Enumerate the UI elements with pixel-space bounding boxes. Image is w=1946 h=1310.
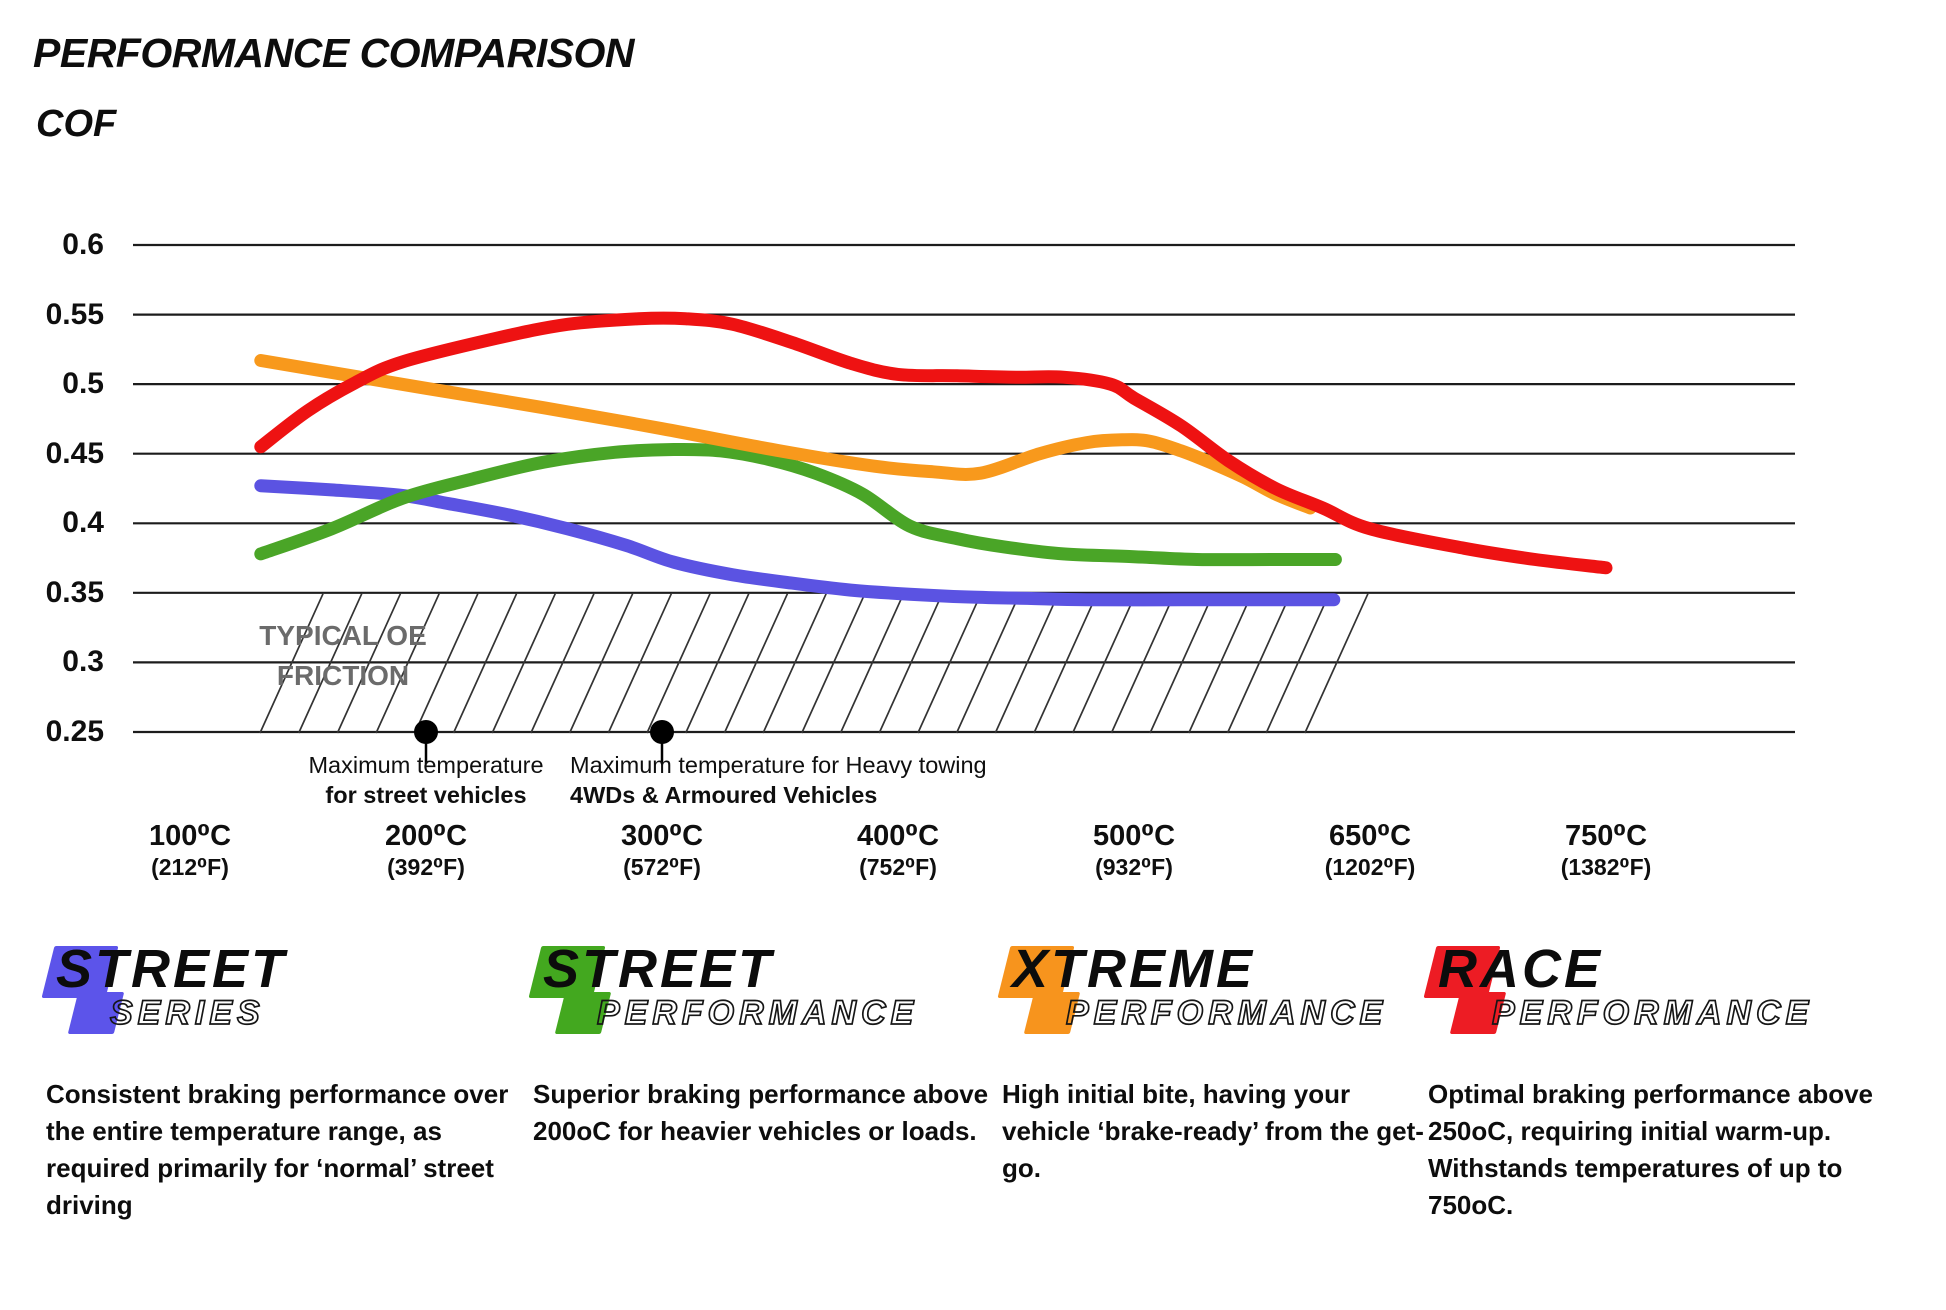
y-tick-label-0.4: 0.4 — [62, 506, 104, 540]
x-tick-fahrenheit: (932⁰F) — [1095, 854, 1173, 880]
y-tick-label-0.35: 0.35 — [45, 575, 104, 609]
logo-word-primary: STREET — [543, 939, 775, 999]
y-tick-label-0.6: 0.6 — [62, 228, 104, 261]
x-tick-celsius: 400⁰C — [856, 820, 940, 852]
x-tick-celsius: 200⁰C — [384, 820, 468, 852]
legend-description-street-series: Consistent braking performance over the … — [46, 1079, 509, 1220]
series-line-street-performance — [254, 442, 1342, 567]
x-tick-label-300: 300⁰C (572⁰F) — [532, 820, 792, 881]
x-tick-celsius: 750⁰C — [1564, 820, 1648, 852]
legend-description-street-performance: Superior braking performance above 200oC… — [533, 1079, 989, 1146]
x-tick-celsius: 100⁰C — [148, 820, 232, 852]
x-tick-fahrenheit: (1382⁰F) — [1560, 854, 1652, 880]
x-tick-celsius: 500⁰C — [1092, 820, 1176, 852]
y-tick-label-0.3: 0.3 — [62, 645, 104, 679]
oe-friction-band-label-line1: TYPICAL OE — [259, 620, 427, 651]
series-line-street-series — [254, 479, 1341, 607]
x-tick-label-750: 750⁰C (1382⁰F) — [1476, 820, 1736, 881]
x-tick-celsius: 300⁰C — [620, 820, 704, 852]
x-tick-label-100: 100⁰C (212⁰F) — [60, 820, 320, 881]
x-tick-label-500: 500⁰C (932⁰F) — [1004, 820, 1264, 881]
legend-logo-race-performance: RACE PERFORMANCE — [1423, 939, 1908, 1050]
annotation-line2: for street vehicles — [325, 782, 527, 808]
y-tick-label-0.5: 0.5 — [62, 367, 104, 401]
max-temperature-dot-1 — [414, 719, 438, 744]
legend-logo-street-series: STREET SERIES — [41, 939, 526, 1050]
annotation-line1: Maximum temperature for Heavy towing — [570, 752, 987, 778]
x-tick-label-650: 650⁰C (1202⁰F) — [1240, 820, 1500, 881]
oe-friction-band-label-line2: FRICTION — [276, 660, 410, 691]
legend-logo-xtreme-performance: XTREME PERFORMANCE — [997, 939, 1482, 1050]
x-tick-celsius: 650⁰C — [1328, 820, 1412, 852]
logo-word-secondary: PERFORMANCE — [1065, 993, 1388, 1033]
annotation-1: Maximum temperature for street vehicles — [308, 750, 543, 810]
legend-logo-street-performance: STREET PERFORMANCE — [528, 939, 1013, 1050]
series-line-race-performance — [254, 311, 1613, 575]
logo-word-secondary: PERFORMANCE — [596, 993, 919, 1033]
annotation-line1: Maximum temperature — [308, 752, 544, 778]
oe-friction-hatch-band — [259, 593, 1369, 734]
page-title: PERFORMANCE COMPARISON — [33, 30, 634, 76]
oe-friction-band-label: TYPICAL OE FRICTION — [258, 616, 428, 696]
legend-description-xtreme-performance: High initial bite, having your vehicle ‘… — [1002, 1079, 1424, 1183]
x-tick-fahrenheit: (1202⁰F) — [1324, 854, 1416, 880]
x-tick-fahrenheit: (572⁰F) — [623, 854, 701, 880]
logo-word-secondary: SERIES — [109, 993, 265, 1033]
x-tick-fahrenheit: (392⁰F) — [387, 854, 465, 880]
logo-word-primary: STREET — [56, 939, 288, 999]
max-temperature-dot-2 — [650, 719, 674, 744]
logo-word-primary: XTREME — [1012, 939, 1256, 999]
annotation-line2: 4WDs & Armoured Vehicles — [570, 782, 878, 808]
series-line-xtreme-performance — [254, 354, 1317, 515]
logo-word-primary: RACE — [1438, 939, 1604, 999]
x-tick-label-400: 400⁰C (752⁰F) — [768, 820, 1028, 881]
x-tick-fahrenheit: (752⁰F) — [859, 854, 937, 880]
y-axis-title: COF — [36, 103, 117, 145]
x-tick-fahrenheit: (212⁰F) — [151, 854, 229, 880]
y-tick-label-0.25: 0.25 — [45, 714, 104, 748]
y-tick-label-0.45: 0.45 — [45, 436, 104, 470]
logo-word-secondary: PERFORMANCE — [1491, 993, 1814, 1033]
annotation-2: Maximum temperature for Heavy towing 4WDs… — [570, 750, 987, 810]
legend-description-race-performance: Optimal braking performance above 250oC,… — [1428, 1079, 1874, 1220]
x-tick-label-200: 200⁰C (392⁰F) — [296, 820, 556, 881]
y-tick-label-0.55: 0.55 — [45, 297, 104, 331]
